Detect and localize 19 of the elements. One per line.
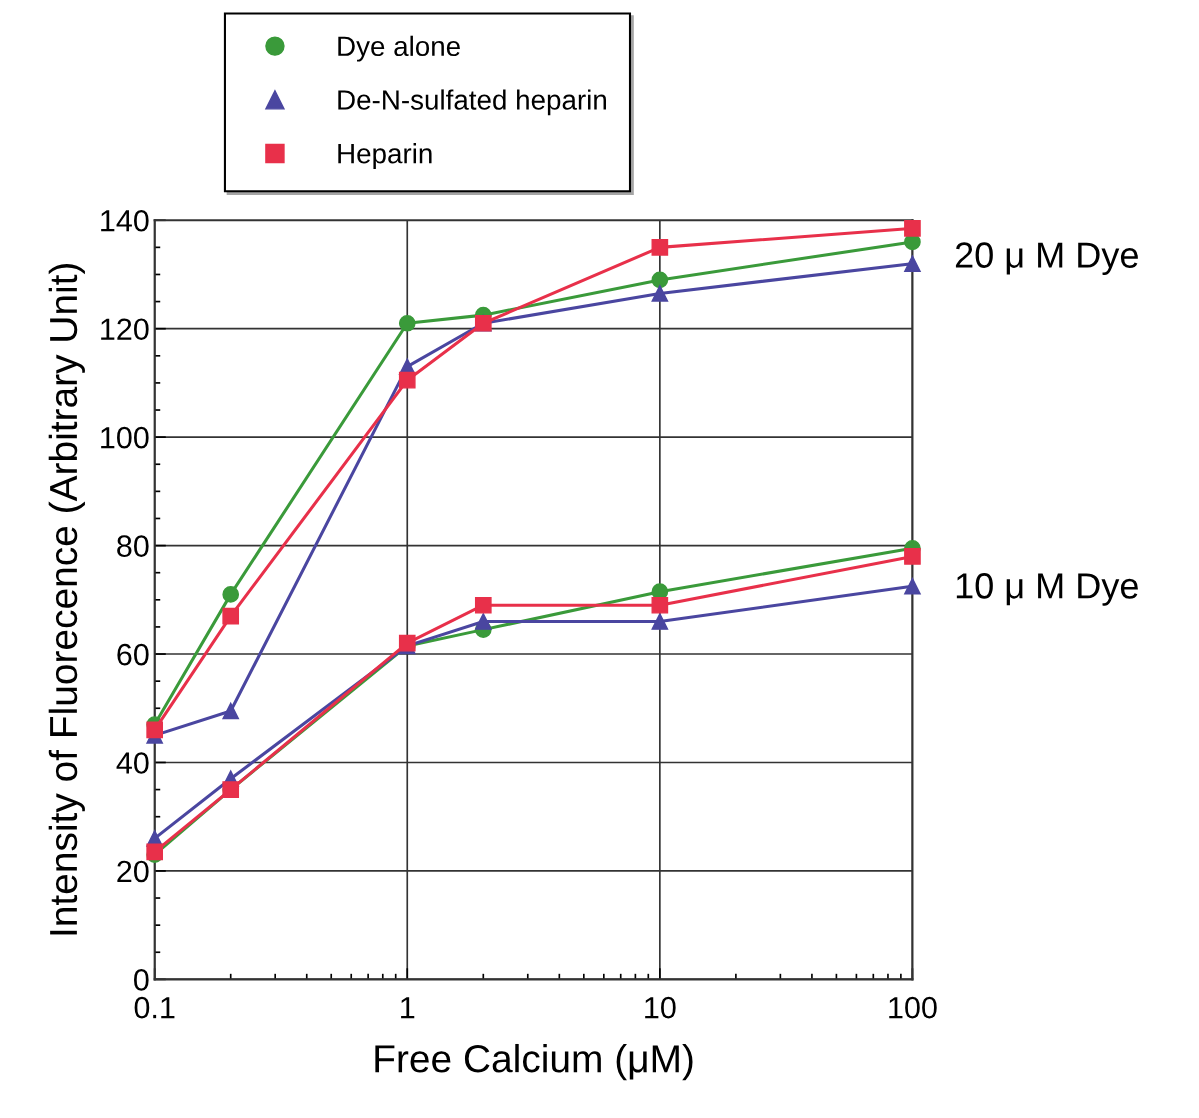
annotation: 10 μ M Dye (956, 573, 1138, 606)
y-tick-label: 140 (101, 209, 149, 232)
y-axis-title: Intensity of Fluorecence (Arbitrary Unit) (48, 263, 85, 935)
x-tick-label: 10 (645, 996, 676, 1019)
y-tick-label: 60 (117, 643, 149, 666)
legend-label: Dye alone (338, 35, 460, 62)
legend-label: De-N-sulfated heparin (338, 89, 606, 116)
annotation: 20 μ M Dye (955, 242, 1138, 276)
y-tick-label: 40 (116, 752, 149, 774)
legend-label: Heparin (338, 143, 432, 169)
y-tick-label: 0 (134, 969, 149, 991)
y-tick-label: 80 (117, 535, 149, 557)
x-tick-label: 1 (401, 997, 415, 1019)
x-tick-label: 0.1 (134, 996, 175, 1019)
y-tick-label: 120 (101, 318, 149, 341)
x-axis-title: Free Calcium (μM) (375, 1043, 693, 1081)
y-tick-label: 100 (101, 426, 149, 449)
y-tick-label: 20 (117, 860, 149, 883)
x-tick-label: 100 (889, 996, 937, 1019)
